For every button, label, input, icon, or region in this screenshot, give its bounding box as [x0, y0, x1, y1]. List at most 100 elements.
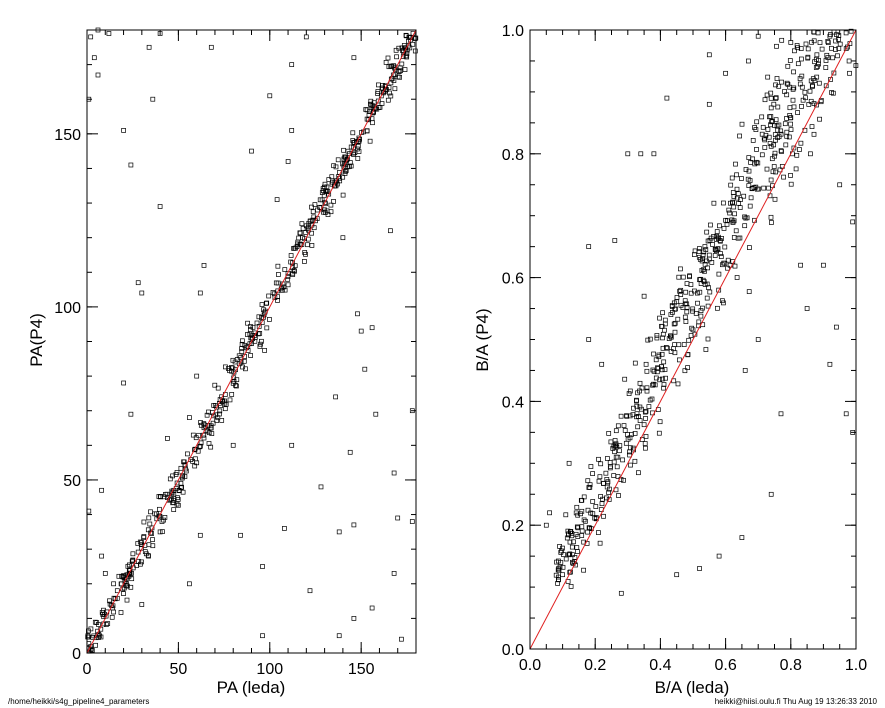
ba-point — [773, 96, 779, 101]
ba-point — [737, 205, 743, 210]
pa-point — [385, 97, 391, 103]
ba-point — [698, 276, 703, 282]
ba-point — [637, 380, 643, 386]
ba-point — [568, 584, 574, 589]
ba-point — [725, 265, 730, 271]
pa-point — [276, 272, 281, 277]
pa-point — [256, 314, 262, 320]
pa-point — [187, 415, 192, 420]
pa-point — [248, 353, 253, 358]
ba-point — [571, 539, 576, 545]
ba-point — [768, 114, 774, 119]
ba-point — [643, 416, 648, 421]
pa-point — [222, 406, 228, 412]
pa-point — [248, 324, 253, 329]
ba-y-axis-title: B/A (P4) — [473, 308, 492, 371]
ba-point — [747, 203, 753, 209]
ba-point — [741, 193, 747, 199]
pa-point — [178, 465, 184, 471]
pa-point — [249, 148, 254, 154]
ba-point — [716, 287, 722, 293]
ba-point — [570, 559, 575, 565]
ba-x-tick-label: 0.8 — [780, 657, 802, 674]
ba-point — [575, 512, 581, 518]
pa-point — [137, 539, 143, 545]
pa-point — [267, 317, 272, 322]
ba-point — [773, 95, 779, 101]
ba-point — [617, 448, 622, 454]
ba-point — [671, 321, 677, 327]
ba-point — [809, 124, 815, 129]
pa-point — [240, 338, 245, 344]
ba-point — [601, 513, 606, 519]
pa-point — [248, 327, 253, 332]
pa-point — [345, 148, 351, 154]
pa-point — [91, 55, 97, 61]
pa-point — [295, 239, 301, 245]
ba-point — [705, 336, 711, 342]
ba-point — [759, 114, 765, 120]
ba-point — [704, 258, 710, 264]
ba-point — [768, 214, 774, 220]
ba-point — [811, 38, 817, 44]
ba-point — [784, 129, 790, 135]
ba-x-tick-label: 0.6 — [714, 657, 736, 674]
ba-point — [802, 89, 808, 95]
ba-point — [722, 260, 728, 266]
pa-point — [96, 635, 101, 640]
ba-point — [815, 30, 821, 36]
ba-point — [753, 184, 759, 190]
ba-point — [586, 244, 592, 249]
ba-point — [632, 458, 638, 464]
pa-point — [121, 585, 127, 591]
ba-point — [704, 295, 710, 301]
ba-point — [672, 329, 678, 335]
pa-point — [264, 300, 270, 306]
ba-point — [821, 262, 826, 268]
ba-point — [788, 127, 794, 132]
ba-point — [809, 84, 815, 89]
ba-y-tick-label: 1.0 — [502, 23, 524, 40]
ba-point — [682, 368, 688, 374]
ba-point — [799, 56, 804, 62]
pa-point — [328, 202, 334, 208]
ba-point — [734, 172, 739, 178]
ba-point — [747, 245, 752, 250]
ba-point — [653, 357, 659, 363]
pa-point — [309, 230, 314, 236]
pa-point — [267, 93, 273, 99]
ba-point — [598, 461, 604, 467]
pa-point — [280, 287, 285, 293]
ba-point — [573, 531, 579, 537]
ba-point — [753, 127, 759, 132]
ba-point — [784, 92, 790, 98]
pa-point — [391, 470, 397, 476]
ba-point — [578, 511, 583, 517]
pa-point — [391, 571, 397, 576]
ba-point — [579, 524, 585, 530]
ba-point — [678, 287, 684, 293]
ba-point — [728, 182, 734, 188]
ba-point — [690, 327, 696, 333]
ba-point — [808, 151, 813, 157]
pa-point — [175, 495, 180, 501]
pa-point — [364, 107, 370, 113]
pa-point — [282, 267, 288, 272]
pa-point — [245, 332, 250, 337]
ba-point — [742, 223, 748, 229]
pa-point — [326, 177, 332, 182]
ba-point — [734, 275, 740, 280]
pa-y-tick-label: 50 — [63, 473, 81, 490]
ba-point — [731, 235, 737, 240]
ba-point — [682, 298, 688, 304]
ba-point — [718, 254, 724, 259]
ba-point — [833, 47, 838, 52]
ba-point — [683, 289, 689, 295]
ba-point — [803, 41, 809, 47]
pa-point — [114, 588, 120, 594]
ba-point — [574, 545, 580, 550]
ba-point — [813, 65, 819, 70]
ba-point — [563, 512, 569, 518]
ba-point — [748, 195, 754, 201]
